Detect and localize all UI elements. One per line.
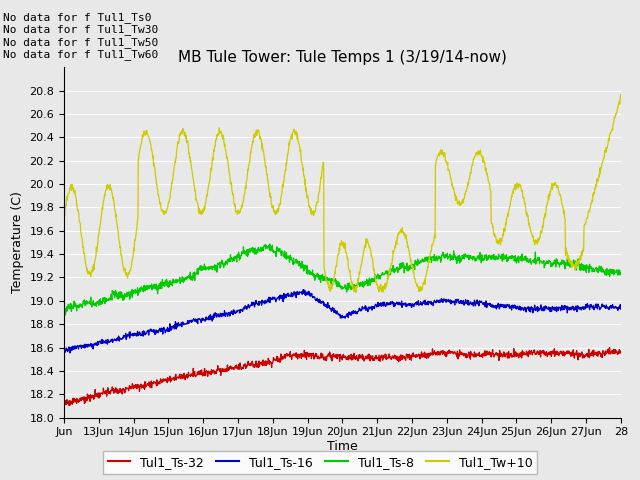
Tul1_Ts-16 (66, 350, 74, 356)
Line: Tul1_Ts-32: Tul1_Ts-32 (64, 348, 621, 406)
Tul1_Ts-16 (319, 299, 326, 305)
Tul1_Ts-32 (606, 345, 614, 350)
Line: Tul1_Tw+10: Tul1_Tw+10 (64, 94, 621, 292)
Tul1_Ts-8 (617, 270, 625, 276)
Tul1_Ts-8 (266, 241, 274, 247)
Tul1_Ts-8 (60, 307, 68, 313)
Tul1_Ts-16 (378, 302, 385, 308)
Tul1_Ts-32 (318, 354, 326, 360)
Tul1_Ts-8 (378, 273, 385, 278)
Tul1_Tw+10 (60, 215, 68, 221)
Title: MB Tule Tower: Tule Temps 1 (3/19/14-now): MB Tule Tower: Tule Temps 1 (3/19/14-now… (178, 49, 507, 65)
Tul1_Ts-8 (126, 294, 134, 300)
Line: Tul1_Ts-8: Tul1_Ts-8 (64, 244, 621, 315)
Tul1_Ts-16 (308, 294, 316, 300)
Tul1_Ts-16 (617, 302, 625, 308)
Tul1_Ts-32 (104, 388, 111, 394)
Tul1_Ts-16 (126, 329, 134, 335)
Tul1_Ts-8 (61, 312, 69, 318)
Tul1_Ts-32 (378, 352, 385, 358)
Tul1_Ts-32 (308, 353, 316, 359)
Tul1_Ts-8 (308, 267, 316, 273)
Legend: Tul1_Ts-32, Tul1_Ts-16, Tul1_Ts-8, Tul1_Tw+10: Tul1_Ts-32, Tul1_Ts-16, Tul1_Ts-8, Tul1_… (102, 451, 538, 474)
Tul1_Ts-8 (319, 271, 326, 277)
Tul1_Tw+10 (296, 149, 304, 155)
Text: No data for f Tul1_Ts0
No data for f Tul1_Tw30
No data for f Tul1_Tw50
No data f: No data for f Tul1_Ts0 No data for f Tul… (3, 12, 159, 60)
Tul1_Ts-16 (104, 341, 111, 347)
Tul1_Tw+10 (318, 168, 326, 174)
Tul1_Tw+10 (103, 182, 111, 188)
Tul1_Ts-16 (297, 289, 305, 295)
Tul1_Ts-32 (60, 399, 68, 405)
Tul1_Ts-32 (617, 348, 625, 354)
Tul1_Tw+10 (617, 91, 625, 96)
X-axis label: Time: Time (327, 440, 358, 453)
Line: Tul1_Ts-16: Tul1_Ts-16 (64, 289, 621, 353)
Tul1_Tw+10 (126, 268, 134, 274)
Y-axis label: Temperature (C): Temperature (C) (11, 192, 24, 293)
Tul1_Ts-8 (297, 265, 305, 271)
Tul1_Ts-16 (60, 347, 68, 352)
Tul1_Tw+10 (378, 285, 385, 291)
Tul1_Ts-16 (300, 287, 307, 292)
Tul1_Tw+10 (352, 289, 360, 295)
Tul1_Ts-32 (126, 385, 134, 391)
Tul1_Ts-8 (104, 297, 111, 302)
Tul1_Ts-32 (297, 351, 305, 357)
Tul1_Ts-32 (65, 403, 73, 408)
Tul1_Tw+10 (308, 212, 316, 217)
